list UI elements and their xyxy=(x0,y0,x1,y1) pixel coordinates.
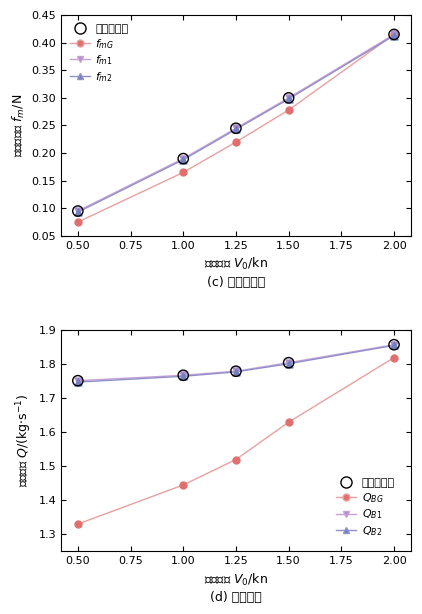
Point xyxy=(391,340,398,349)
Point xyxy=(285,93,292,103)
Point xyxy=(233,367,239,377)
Point xyxy=(391,352,398,362)
Point xyxy=(233,454,239,464)
Point xyxy=(180,154,187,163)
Point xyxy=(180,168,187,177)
Point xyxy=(391,341,398,351)
Point xyxy=(180,480,187,490)
Y-axis label: 回转体阻力 $f_m$/N: 回转体阻力 $f_m$/N xyxy=(11,94,27,157)
Point xyxy=(285,358,292,368)
Point xyxy=(233,123,239,133)
Text: (c) 回转体阻力: (c) 回转体阻力 xyxy=(207,276,265,289)
Point xyxy=(391,29,398,39)
Point xyxy=(180,370,187,380)
Point xyxy=(180,154,187,163)
Legend: 实体导管浆, $Q_{BG}$, $Q_{B1}$, $Q_{B2}$: 实体导管浆, $Q_{BG}$, $Q_{B1}$, $Q_{B2}$ xyxy=(333,475,398,541)
Point xyxy=(74,376,81,386)
Y-axis label: 质量流量 $Q$/(kg$\cdot$s$^{-1}$): 质量流量 $Q$/(kg$\cdot$s$^{-1}$) xyxy=(15,394,34,488)
X-axis label: 来流速度 $V_0$/kn: 来流速度 $V_0$/kn xyxy=(204,256,268,273)
Point xyxy=(233,367,239,376)
Point xyxy=(74,208,81,217)
Point xyxy=(233,367,239,376)
Point xyxy=(74,217,81,227)
Point xyxy=(74,519,81,529)
Point xyxy=(391,29,398,39)
Point xyxy=(180,371,187,381)
Point xyxy=(285,93,292,103)
Point xyxy=(233,125,239,134)
Point xyxy=(391,31,398,41)
Legend: 实体导管浆, $f_{mG}$, $f_{m1}$, $f_{m2}$: 实体导管浆, $f_{mG}$, $f_{m1}$, $f_{m2}$ xyxy=(67,21,132,87)
Point xyxy=(74,206,81,216)
Point xyxy=(74,377,81,387)
Point xyxy=(74,206,81,216)
X-axis label: 来流速度 $V_0$/kn: 来流速度 $V_0$/kn xyxy=(204,572,268,588)
Point xyxy=(285,418,292,427)
Point xyxy=(74,376,81,386)
Point xyxy=(233,123,239,133)
Point xyxy=(285,358,292,368)
Point xyxy=(180,155,187,165)
Point xyxy=(285,105,292,115)
Point xyxy=(285,359,292,368)
Point xyxy=(391,29,398,39)
Point xyxy=(233,137,239,147)
Point xyxy=(285,94,292,104)
Point xyxy=(391,340,398,349)
Text: (d) 质量流量: (d) 质量流量 xyxy=(210,591,262,604)
Point xyxy=(180,370,187,380)
